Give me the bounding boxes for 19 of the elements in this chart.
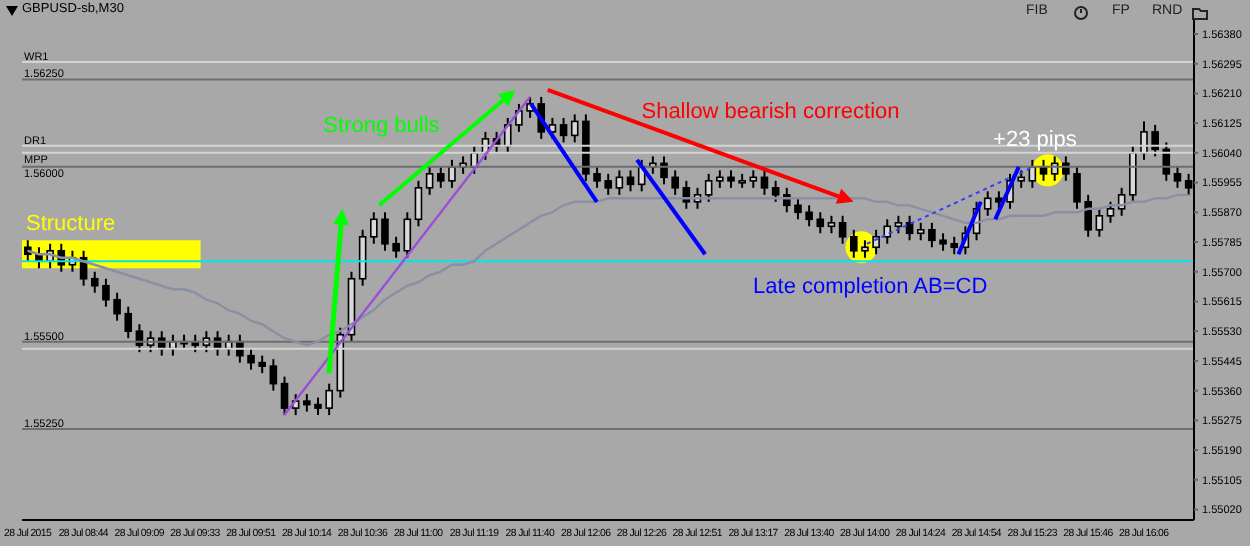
candlestick <box>760 169 769 196</box>
candlestick <box>280 375 289 417</box>
candlestick <box>1173 165 1182 189</box>
candlestick <box>771 179 780 203</box>
annotation: Shallow bearish correction <box>641 99 900 124</box>
candlestick <box>838 214 847 245</box>
candlestick <box>1106 200 1115 224</box>
band-label: Structure <box>26 212 116 237</box>
annotation: Strong bulls <box>323 113 441 138</box>
candlestick <box>269 358 278 392</box>
candlestick <box>559 116 568 144</box>
annotation: +23 pips <box>993 128 1078 153</box>
candlestick <box>704 172 713 203</box>
candlestick <box>358 228 367 287</box>
annotation: Late completion AB=CD <box>753 274 988 299</box>
candlestick <box>425 165 434 196</box>
candlestick <box>615 169 624 196</box>
candlestick <box>414 179 423 228</box>
candlestick <box>1095 207 1104 238</box>
